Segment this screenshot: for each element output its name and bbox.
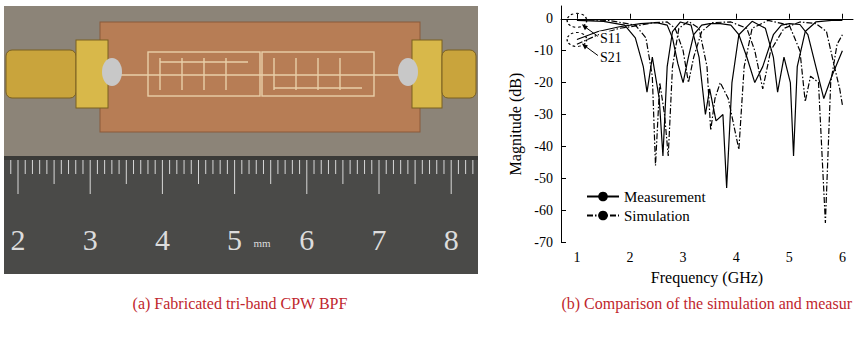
svg-text:5: 5 (786, 250, 793, 265)
svg-text:-40: -40 (534, 139, 553, 154)
svg-text:4: 4 (733, 250, 740, 265)
svg-text:0: 0 (546, 11, 553, 26)
svg-text:S11: S11 (600, 31, 621, 46)
svg-text:4: 4 (155, 223, 170, 256)
svg-text:-60: -60 (534, 203, 553, 218)
svg-text:-30: -30 (534, 107, 553, 122)
svg-text:-10: -10 (534, 43, 553, 58)
svg-text:-70: -70 (534, 235, 553, 250)
svg-text:7: 7 (372, 223, 387, 256)
svg-text:3: 3 (83, 223, 98, 256)
svg-text:6: 6 (299, 223, 314, 256)
svg-text:Measurement: Measurement (624, 189, 706, 205)
svg-text:8: 8 (444, 223, 459, 256)
svg-text:(b) Comparison of the simulati: (b) Comparison of the simulation and mea… (561, 295, 852, 313)
svg-text:mm: mm (253, 237, 271, 249)
svg-text:-20: -20 (534, 75, 553, 90)
svg-text:2: 2 (627, 250, 634, 265)
svg-text:5: 5 (227, 223, 242, 256)
svg-text:S21: S21 (600, 50, 622, 65)
svg-text:2: 2 (11, 223, 26, 256)
svg-text:1: 1 (573, 250, 580, 265)
svg-text:3: 3 (680, 250, 687, 265)
svg-text:Magnitude (dB): Magnitude (dB) (507, 73, 525, 176)
svg-text:Frequency (GHz): Frequency (GHz) (651, 269, 763, 287)
svg-text:Simulation: Simulation (624, 208, 690, 224)
svg-text:-50: -50 (534, 171, 553, 186)
svg-text:6: 6 (839, 250, 846, 265)
svg-text:(a) Fabricated tri-band CPW BP: (a) Fabricated tri-band CPW BPF (133, 295, 348, 313)
